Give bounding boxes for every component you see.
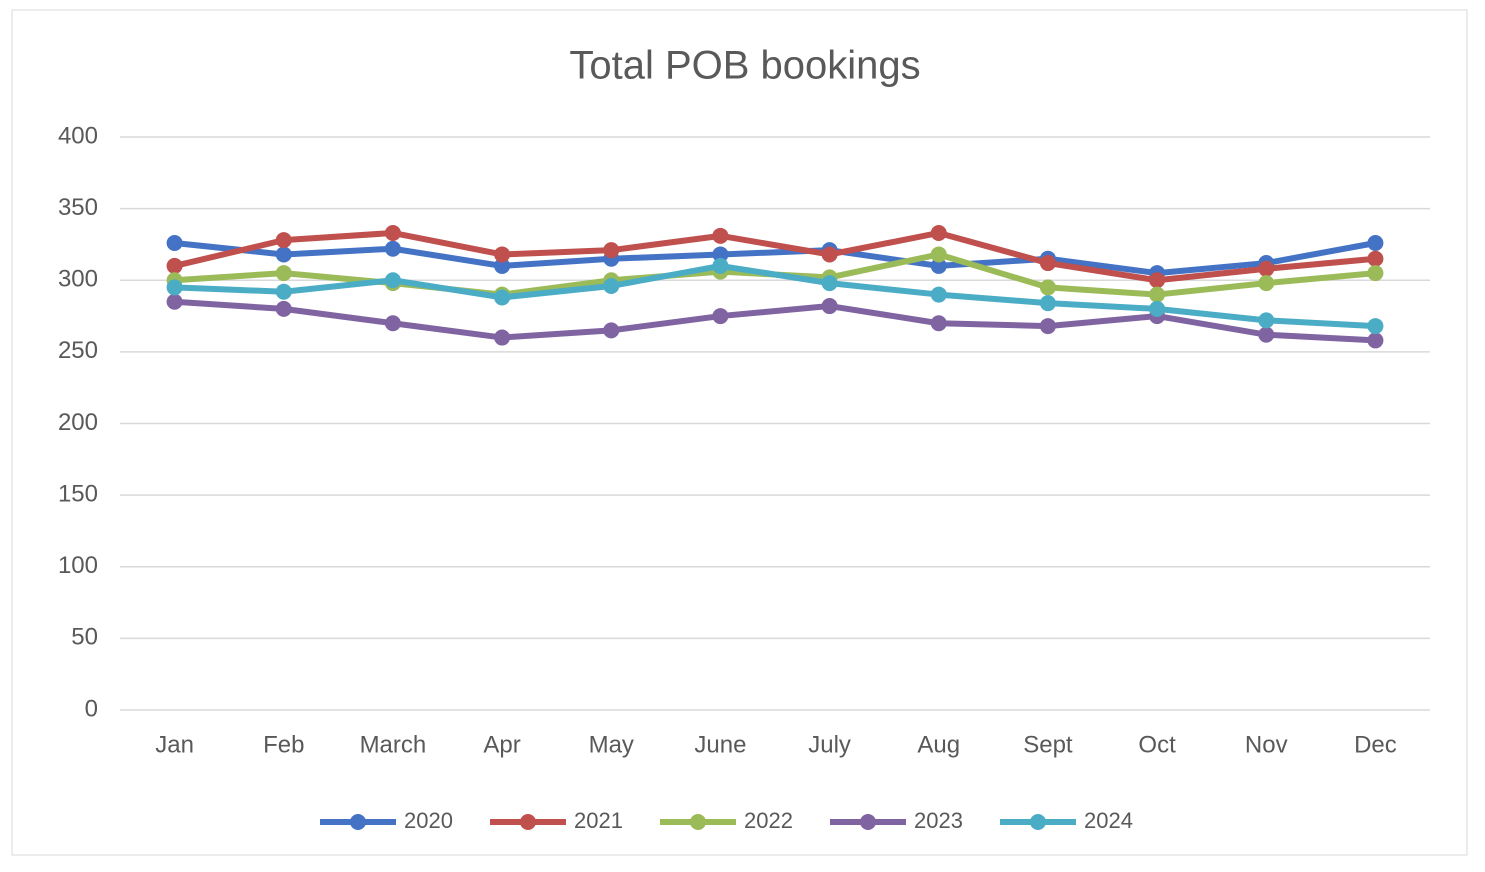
data-point [276, 265, 292, 281]
y-tick-label: 300 [58, 266, 98, 293]
x-tick-label: Jan [155, 731, 194, 758]
x-tick-label: June [694, 731, 746, 758]
data-point [1258, 327, 1274, 343]
data-point [712, 228, 728, 244]
data-point [1149, 272, 1165, 288]
data-point [276, 246, 292, 262]
data-point [1040, 318, 1056, 334]
legend-label: 2022 [744, 808, 793, 833]
x-tick-label: July [808, 731, 851, 758]
legend-marker [1030, 814, 1046, 830]
y-tick-label: 250 [58, 337, 98, 364]
data-point [1367, 318, 1383, 334]
chart: Total POB bookings 0 50 100 150 200 250 300 350… [0, 0, 1485, 867]
data-point [1040, 295, 1056, 311]
data-point [931, 315, 947, 331]
x-tick-label: Aug [917, 731, 960, 758]
x-tick-label: Feb [263, 731, 304, 758]
data-point [167, 235, 183, 251]
data-point [276, 284, 292, 300]
chart-title: Total POB bookings [569, 44, 920, 88]
data-point [931, 246, 947, 262]
data-point [385, 315, 401, 331]
x-tick-label: Sept [1023, 731, 1073, 758]
legend-marker [860, 814, 876, 830]
legend-marker [350, 814, 366, 830]
data-point [167, 294, 183, 310]
data-point [276, 232, 292, 248]
legend-label: 2024 [1084, 808, 1133, 833]
data-point [167, 279, 183, 295]
legend-label: 2020 [404, 808, 453, 833]
y-tick-label: 400 [58, 122, 98, 149]
data-point [1367, 251, 1383, 267]
data-point [494, 246, 510, 262]
page: {"chart_data": {"type": "line", "title":… [0, 0, 1485, 867]
data-point [385, 225, 401, 241]
x-tick-label: Dec [1354, 731, 1397, 758]
data-point [603, 278, 619, 294]
data-point [494, 289, 510, 305]
data-point [385, 241, 401, 257]
data-point [931, 225, 947, 241]
x-tick-label: March [360, 731, 427, 758]
data-point [822, 298, 838, 314]
data-point [494, 330, 510, 346]
data-point [276, 301, 292, 317]
data-point [1258, 312, 1274, 328]
legend-label: 2021 [574, 808, 623, 833]
data-point [1367, 265, 1383, 281]
y-tick-label: 100 [58, 552, 98, 579]
data-point [1258, 261, 1274, 277]
legend-label: 2023 [914, 808, 963, 833]
data-point [603, 322, 619, 338]
data-point [167, 258, 183, 274]
data-point [822, 246, 838, 262]
data-point [712, 258, 728, 274]
data-point [1040, 255, 1056, 271]
x-tick-label: Oct [1138, 731, 1176, 758]
legend-marker [690, 814, 706, 830]
data-point [603, 242, 619, 258]
data-point [1149, 301, 1165, 317]
x-tick-label: May [589, 731, 634, 758]
data-point [931, 287, 947, 303]
legend-marker [520, 814, 536, 830]
x-tick-label: Apr [483, 731, 520, 758]
data-point [385, 272, 401, 288]
data-point [1367, 332, 1383, 348]
y-tick-label: 150 [58, 480, 98, 507]
x-tick-label: Nov [1245, 731, 1288, 758]
y-tick-label: 0 [85, 695, 98, 722]
y-tick-label: 200 [58, 409, 98, 436]
y-tick-label: 50 [71, 624, 98, 651]
data-point [1040, 279, 1056, 295]
data-point [712, 308, 728, 324]
data-point [1367, 235, 1383, 251]
data-point [1258, 275, 1274, 291]
y-tick-label: 350 [58, 194, 98, 221]
data-point [1149, 287, 1165, 303]
data-point [822, 275, 838, 291]
